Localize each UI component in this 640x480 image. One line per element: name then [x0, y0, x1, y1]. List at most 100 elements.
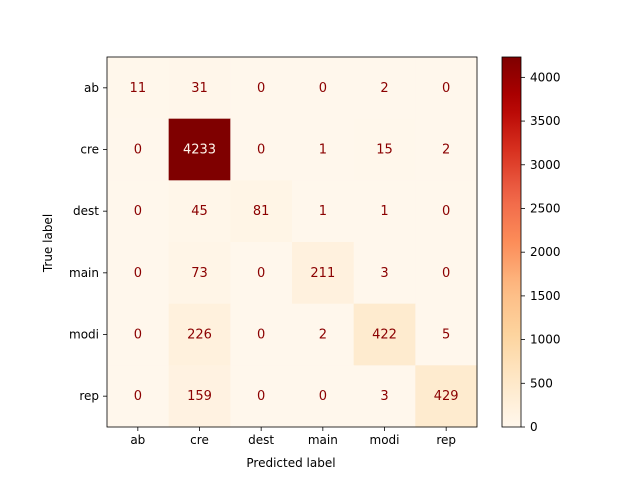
- colorbar-tick-label: 1000: [530, 333, 561, 347]
- y-tick-label: modi: [69, 328, 99, 342]
- cell-value-label: 0: [134, 266, 142, 281]
- heatmap-cell: [168, 303, 231, 366]
- colorbar: 0 500 1000 1500 2000 2500 3000 3500 4000: [501, 56, 561, 434]
- heatmap-cell: [415, 303, 478, 366]
- heatmap-cell: [107, 118, 170, 181]
- heatmap-cell: [353, 303, 416, 366]
- cell-value-label: 1: [319, 143, 327, 158]
- cell-value-label: 0: [257, 81, 265, 96]
- heatmap-cell: [292, 365, 355, 428]
- heatmap-cell: [107, 242, 170, 305]
- colorbar-tick-label: 1500: [530, 289, 561, 303]
- cell-value-label: 0: [134, 389, 142, 404]
- heatmap-cell: [107, 57, 170, 120]
- y-axis: ab cre dest main modi rep: [69, 81, 107, 403]
- cell-value-label: 15: [376, 143, 393, 158]
- colorbar-tick-label: 4000: [530, 70, 561, 84]
- cell-value-label: 45: [191, 204, 208, 219]
- cell-value-label: 0: [257, 143, 265, 158]
- cell-value-label: 211: [310, 266, 335, 281]
- heatmap-cell: [230, 303, 293, 366]
- colorbar-tick-label: 3500: [530, 114, 561, 128]
- x-tick-label: modi: [370, 433, 400, 447]
- heatmap-cell: [168, 57, 231, 120]
- cell-value-label: 4233: [183, 143, 216, 158]
- cell-value-label: 3: [380, 266, 388, 281]
- heatmap-cell: [107, 365, 170, 428]
- colorbar-tick-label: 3000: [530, 158, 561, 172]
- cell-value-label: 2: [319, 328, 327, 343]
- cell-value-label: 0: [442, 204, 450, 219]
- heatmap-cell: [415, 242, 478, 305]
- colorbar-tick-label: 2500: [530, 201, 561, 215]
- cell-value-label: 429: [434, 389, 459, 404]
- heatmap-cell: [168, 180, 231, 243]
- x-tick-label: cre: [190, 433, 209, 447]
- heatmap-cell: [415, 57, 478, 120]
- colorbar-tick-label: 0: [530, 420, 538, 434]
- x-axis: ab cre dest main modi rep: [130, 427, 456, 447]
- cell-value-label: 1: [380, 204, 388, 219]
- colorbar-tick-label: 2000: [530, 245, 561, 259]
- heatmap-cell: [230, 365, 293, 428]
- cell-value-label: 2: [380, 81, 388, 96]
- heatmap-cell: [292, 180, 355, 243]
- heatmap-cell: [168, 365, 231, 428]
- heatmap-cell: [292, 57, 355, 120]
- x-tick-label: main: [308, 433, 338, 447]
- plot-frame: [106, 56, 478, 428]
- heatmap-cell: [292, 118, 355, 181]
- cell-value-label: 0: [319, 81, 327, 96]
- colorbar-gradient: [501, 56, 522, 428]
- heatmap-cell: [353, 242, 416, 305]
- heatmap-cell: [353, 57, 416, 120]
- cell-value-label: 2: [442, 143, 450, 158]
- heatmap-cell: [292, 242, 355, 305]
- heatmap-cell: [230, 242, 293, 305]
- heatmap-cell: [230, 180, 293, 243]
- y-tick-label: cre: [80, 143, 99, 157]
- cell-value-label: 0: [257, 328, 265, 343]
- heatmap-cell: [168, 242, 231, 305]
- cell-value-label: 1: [319, 204, 327, 219]
- cell-value-label: 422: [372, 328, 397, 343]
- cell-value-label: 0: [442, 266, 450, 281]
- cell-value-label: 0: [319, 389, 327, 404]
- cell-value-label: 0: [257, 266, 265, 281]
- y-tick-label: ab: [84, 81, 99, 95]
- heatmap-cell: [353, 118, 416, 181]
- cell-value-label: 31: [191, 81, 208, 96]
- cell-value-label: 73: [191, 266, 208, 281]
- heatmap-cell: [353, 180, 416, 243]
- colorbar-tick-label: 500: [530, 376, 553, 390]
- x-axis-label: Predicted label: [246, 456, 335, 470]
- y-tick-label: dest: [73, 204, 99, 218]
- cell-value-label: 159: [187, 389, 212, 404]
- x-tick-label: ab: [130, 433, 145, 447]
- heatmap-cell: [415, 118, 478, 181]
- y-tick-label: main: [69, 266, 99, 280]
- x-tick-label: rep: [436, 433, 456, 447]
- cell-value-label: 0: [134, 204, 142, 219]
- cell-value-label: 226: [187, 328, 212, 343]
- cell-value-label: 11: [130, 81, 147, 96]
- heatmap-cell: [168, 118, 231, 181]
- heatmap-cell: [415, 180, 478, 243]
- heatmap-cell: [107, 303, 170, 366]
- heatmap-cell: [415, 365, 478, 428]
- cell-value-label: 5: [442, 328, 450, 343]
- cell-value-label: 81: [253, 204, 270, 219]
- heatmap-cell: [107, 180, 170, 243]
- heatmap-cell: [353, 365, 416, 428]
- cell-value-label: 0: [442, 81, 450, 96]
- y-axis-label: True label: [41, 214, 55, 273]
- cell-value-label: 3: [380, 389, 388, 404]
- heatmap-cell: [230, 118, 293, 181]
- heatmap-cell: [230, 57, 293, 120]
- heatmap-area: 11 31 0 0 2 00 4233 0 1 15 20 45 81 1 1 00 73 0 211 3 00 226 0…: [106, 56, 478, 428]
- y-tick-label: rep: [79, 389, 99, 403]
- x-tick-label: dest: [248, 433, 274, 447]
- cell-value-label: 0: [134, 143, 142, 158]
- cell-value-label: 0: [257, 389, 265, 404]
